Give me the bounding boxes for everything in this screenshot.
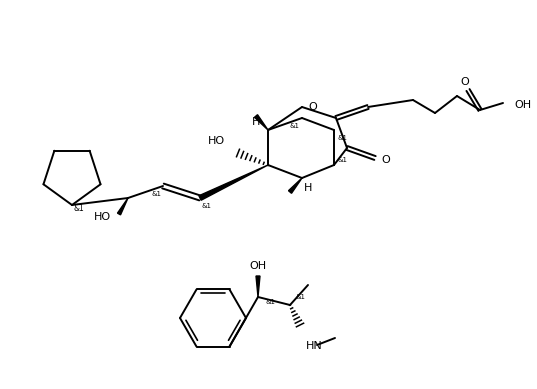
Text: H: H bbox=[304, 183, 313, 193]
Polygon shape bbox=[256, 276, 260, 297]
Text: &1: &1 bbox=[337, 157, 347, 163]
Text: &1: &1 bbox=[202, 203, 212, 209]
Polygon shape bbox=[288, 178, 302, 193]
Text: O: O bbox=[461, 77, 469, 87]
Text: H: H bbox=[252, 117, 260, 127]
Text: &1: &1 bbox=[337, 135, 347, 141]
Text: &1: &1 bbox=[266, 299, 276, 305]
Text: &1: &1 bbox=[151, 191, 161, 197]
Text: &1: &1 bbox=[295, 294, 305, 300]
Text: &1: &1 bbox=[74, 203, 84, 212]
Polygon shape bbox=[118, 198, 128, 215]
Text: HO: HO bbox=[94, 212, 111, 222]
Text: O: O bbox=[308, 102, 317, 112]
Text: &1: &1 bbox=[289, 123, 299, 129]
Text: OH: OH bbox=[514, 100, 531, 110]
Text: OH: OH bbox=[250, 261, 266, 271]
Text: HO: HO bbox=[208, 136, 225, 146]
Polygon shape bbox=[199, 165, 268, 200]
Text: O: O bbox=[381, 155, 390, 165]
Polygon shape bbox=[255, 115, 268, 130]
Text: HN: HN bbox=[306, 341, 323, 351]
